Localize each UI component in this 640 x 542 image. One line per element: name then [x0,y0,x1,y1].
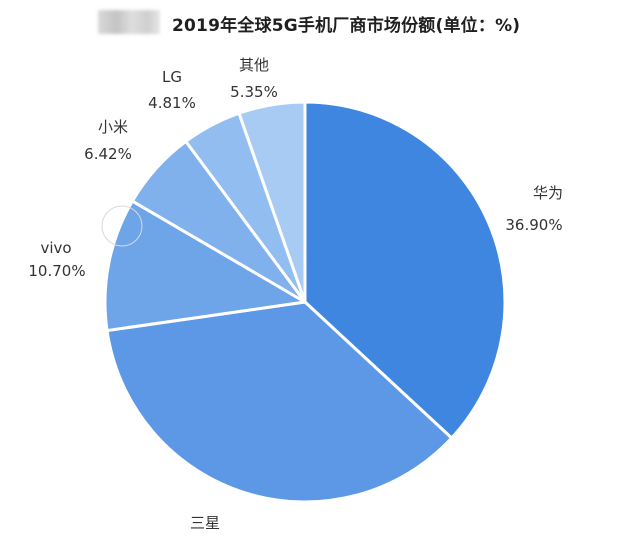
pie-label-value-3: 6.42% [84,145,132,163]
pie-slice-5 [237,100,307,304]
pie-slice-2 [103,199,307,333]
pie-label-value-5: 5.35% [230,83,278,101]
pie-label-value-4: 4.81% [148,94,196,112]
blurred-logo [98,10,160,34]
pie-label-value-2: 10.70% [28,262,85,280]
pie-label-name-2: vivo [40,239,71,257]
pie-labels: 华为 36.90% 三星 vivo 10.70% 小米 6.42% LG 4.81% 其他 5.35… [28,56,563,532]
chart-title: 2019年全球5G手机厂商市场份额(单位：%) [172,16,521,36]
title-row: 2019年全球5G手机厂商市场份额(单位：%) [0,0,640,50]
pie-label-name-4: LG [162,68,182,86]
pie-label-name-0: 华为 [533,184,563,202]
pie-slice-0 [303,100,507,440]
pie-label-name-5: 其他 [239,56,269,74]
pie-slices [103,100,507,504]
pie-label-name-1: 三星 [190,514,220,532]
highlight-ring [101,205,143,247]
pie-label-value-0: 36.90% [505,216,562,234]
pie-slice-1 [105,300,454,504]
pie-label-name-3: 小米 [98,118,128,136]
